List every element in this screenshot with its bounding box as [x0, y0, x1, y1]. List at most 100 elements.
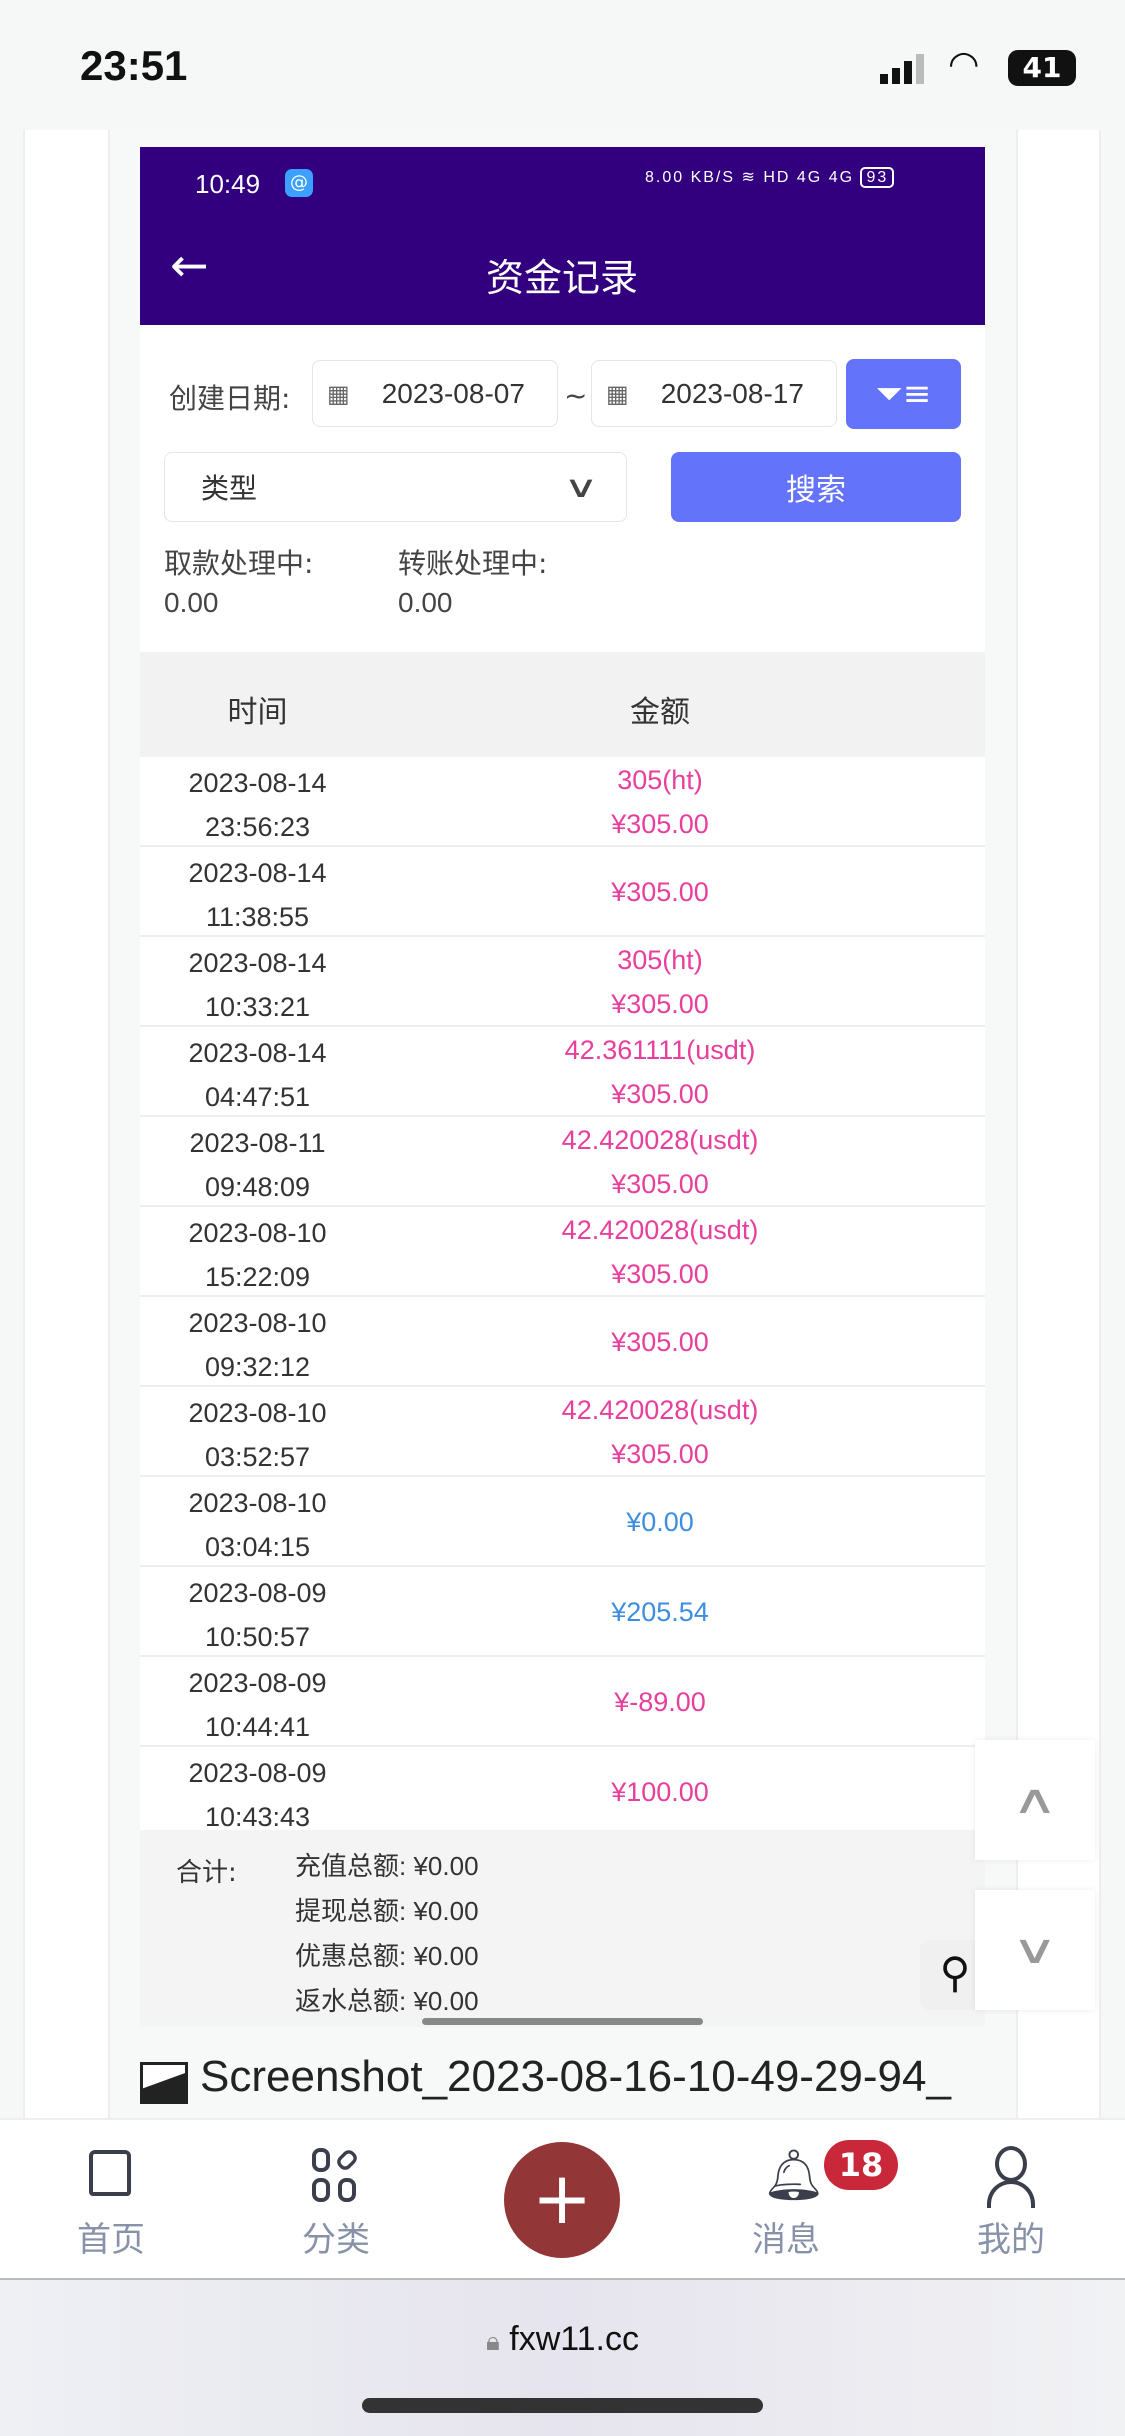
app-notification-icon: @	[285, 169, 313, 197]
bottom-nav: 首页 分类 + 🔔︎ 18 消息 我的	[0, 2118, 1125, 2280]
table-row[interactable]: 2023-08-14 04:47:51 42.361111(usdt) ¥305.00	[140, 1027, 985, 1117]
table-row[interactable]: 2023-08-09 10:43:43 ¥100.00	[140, 1747, 985, 1830]
row-date: 2023-08-10	[188, 1308, 327, 1338]
row-time: 10:33:21	[204, 992, 311, 1022]
header-time: 时间	[227, 695, 288, 730]
scroll-down-button[interactable]: ∨	[975, 1890, 1095, 2010]
transfer-pending-label: 转账处理中:	[398, 547, 548, 580]
table-row[interactable]: 2023-08-10 03:04:15 ¥0.00	[140, 1477, 985, 1567]
row-date: 2023-08-11	[189, 1128, 326, 1158]
table-row[interactable]: 2023-08-09 10:50:57 ¥205.54	[140, 1567, 985, 1657]
row-amount: ¥100.00	[611, 1777, 709, 1807]
nav-profile[interactable]: 我的	[931, 2120, 1091, 2280]
row-amount: ¥305.00	[611, 809, 709, 839]
table-row[interactable]: 2023-08-14 11:38:55 ¥305.00	[140, 847, 985, 937]
plus-icon: +	[531, 2156, 593, 2240]
plus-button[interactable]: +	[504, 2142, 620, 2258]
row-amount-cell: ¥0.00	[450, 1477, 870, 1567]
date-label: 创建日期:	[169, 382, 291, 415]
nav-category[interactable]: 分类	[256, 2120, 416, 2280]
row-time: 11:38:55	[205, 902, 310, 932]
row-crypto-amount: 305(ht)	[617, 945, 703, 975]
table-row[interactable]: 2023-08-14 23:56:23 305(ht) ¥305.00	[140, 757, 985, 847]
table-body[interactable]: 2023-08-14 23:56:23 305(ht) ¥305.00 2023-08-…	[140, 757, 985, 1830]
table-row[interactable]: 2023-08-10 15:22:09 42.420028(usdt) ¥305.00	[140, 1207, 985, 1297]
chevron-down-icon: ∨	[1011, 1927, 1059, 1973]
row-time: 03:52:57	[204, 1442, 311, 1472]
row-crypto-amount: 305(ht)	[617, 765, 703, 795]
row-datetime: 2023-08-10 03:04:15	[140, 1481, 375, 1569]
row-time: 04:47:51	[204, 1082, 311, 1112]
summary-line: 优惠总额: ¥0.00	[295, 1936, 479, 1973]
end-date-input[interactable]: ▦ 2023-08-17	[591, 360, 837, 427]
transfer-pending-value: 0.00	[398, 587, 453, 618]
horizontal-scrollbar[interactable]	[422, 2018, 703, 2025]
user-icon-body	[987, 2180, 1035, 2208]
wifi-icon: ◠	[948, 44, 980, 85]
row-datetime: 2023-08-14 04:47:51	[140, 1031, 375, 1119]
filter-icon: ⏷≡	[875, 374, 932, 414]
summary-label: 合计:	[176, 1858, 237, 1888]
network-icons: HD 4G 4G	[763, 169, 855, 186]
table-row[interactable]: 2023-08-11 09:48:09 42.420028(usdt) ¥305.00	[140, 1117, 985, 1207]
row-datetime: 2023-08-10 15:22:09	[140, 1211, 375, 1299]
table-row[interactable]: 2023-08-10 03:52:57 42.420028(usdt) ¥305.00	[140, 1387, 985, 1477]
message-badge: 18	[824, 2140, 898, 2190]
row-amount-cell: 305(ht) ¥305.00	[450, 937, 870, 1027]
row-amount: ¥-89.00	[614, 1687, 706, 1717]
nav-home[interactable]: 首页	[31, 2120, 191, 2280]
summary-item-value: ¥0.00	[413, 1851, 479, 1881]
row-crypto-amount: 42.361111(usdt)	[564, 1035, 756, 1065]
search-button[interactable]: 搜索	[671, 452, 961, 522]
nav-messages[interactable]: 🔔︎ 18 消息	[706, 2120, 898, 2280]
embedded-screenshot: 10:49 @ 8.00 KB/S ≋ HD 4G 4G 93 ← 资金记录 创…	[140, 147, 985, 2027]
ios-status-bar: 23:51 ◠ 41	[0, 0, 1125, 130]
url-text: fxw11.cc	[509, 2320, 640, 2358]
row-amount-cell: 42.420028(usdt) ¥305.00	[450, 1387, 870, 1477]
category-icon	[312, 2147, 362, 2204]
summary-line: 提现总额: ¥0.00	[295, 1891, 479, 1928]
type-select[interactable]: 类型 ∨	[164, 452, 627, 522]
page-title: 资金记录	[485, 256, 638, 300]
inner-battery: 93	[860, 167, 895, 188]
chevron-up-icon: ∧	[1011, 1777, 1059, 1823]
lock-icon: 🔒︎	[485, 2326, 500, 2356]
attachment-filename[interactable]: Screenshot_2023-08-16-10-49-29-94_	[200, 2052, 951, 2101]
nav-label: 消息	[752, 2220, 820, 2260]
row-time: 09:32:12	[204, 1352, 311, 1382]
row-amount-cell: ¥305.00	[450, 1297, 870, 1387]
row-amount-cell: 42.361111(usdt) ¥305.00	[450, 1027, 870, 1117]
user-icon	[995, 2146, 1027, 2182]
row-date: 2023-08-14	[188, 858, 327, 888]
row-amount-cell: 305(ht) ¥305.00	[450, 757, 870, 847]
summary-item-label: 充值总额:	[295, 1851, 407, 1881]
net-speed: 8.00 KB/S	[645, 169, 736, 186]
signal-icon	[880, 52, 930, 84]
table-row[interactable]: 2023-08-10 09:32:12 ¥305.00	[140, 1297, 985, 1387]
withdraw-pending-value: 0.00	[164, 587, 219, 618]
row-time: 10:50:57	[204, 1622, 311, 1652]
start-date-input[interactable]: ▦ 2023-08-07	[312, 360, 558, 427]
browser-address-bar[interactable]: 🔒︎ fxw11.cc	[0, 2280, 1125, 2436]
home-icon	[89, 2150, 131, 2196]
nav-label: 分类	[302, 2220, 370, 2260]
table-row[interactable]: 2023-08-14 10:33:21 305(ht) ¥305.00	[140, 937, 985, 1027]
summary-line: 返水总额: ¥0.00	[295, 1981, 479, 2018]
scroll-up-button[interactable]: ∧	[975, 1740, 1095, 1860]
back-arrow-icon[interactable]: ←	[170, 238, 209, 292]
nav-label: 首页	[77, 2220, 145, 2260]
row-datetime: 2023-08-09 10:50:57	[140, 1571, 375, 1659]
row-date: 2023-08-09	[188, 1578, 327, 1608]
home-indicator[interactable]	[362, 2398, 763, 2413]
row-time: 10:43:43	[204, 1802, 311, 1830]
summary-panel: 合计: 充值总额: ¥0.00 提现总额: ¥0.00 优惠总额: ¥0.00 返水总…	[140, 1830, 985, 2027]
date-separator: ~	[564, 379, 588, 412]
table-row[interactable]: 2023-08-09 10:44:41 ¥-89.00	[140, 1657, 985, 1747]
summary-item-value: ¥0.00	[413, 1986, 479, 2016]
search-icon[interactable]: ⚲	[920, 1940, 985, 2010]
row-datetime: 2023-08-14 10:33:21	[140, 941, 375, 1029]
row-amount-cell: ¥205.54	[450, 1567, 870, 1657]
filter-button[interactable]: ⏷≡	[846, 359, 961, 429]
battery-level: 41	[1022, 51, 1062, 84]
row-time: 15:22:09	[204, 1262, 311, 1292]
